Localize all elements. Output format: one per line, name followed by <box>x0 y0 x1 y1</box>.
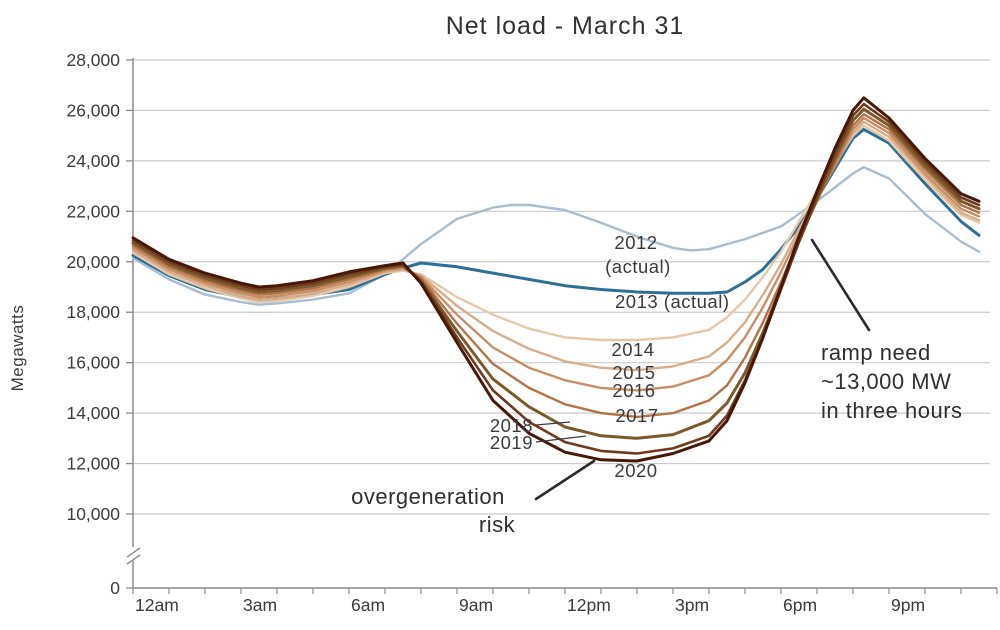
annotation-leader-lines <box>534 238 871 501</box>
x-axis: 12am 3am 6am 9am 12pm 3pm 6pm 9pm <box>132 587 998 615</box>
y-tick-label: 16,000 <box>66 353 120 373</box>
x-tick-label: 3am <box>243 595 277 615</box>
y-tick-label: 26,000 <box>66 100 120 120</box>
x-tick-label: 9pm <box>891 595 925 615</box>
chart-title: Net load - March 31 <box>445 12 685 40</box>
series-label-2016: 2016 <box>612 380 655 401</box>
y-tick-label: 0 <box>110 578 120 598</box>
y-axis: 28,000 26,000 24,000 22,000 20,000 18,000 16,0… <box>66 50 141 598</box>
overgeneration-annotation-line2: risk <box>478 512 516 537</box>
y-tick-label: 24,000 <box>66 151 120 171</box>
axis-break-mark <box>126 554 141 565</box>
gridlines <box>133 59 990 515</box>
series-label-2019: 2019 <box>490 432 533 453</box>
x-tick-label: 3pm <box>675 595 709 615</box>
overgeneration-pointer-line <box>534 459 596 501</box>
y-tick-label: 18,000 <box>66 302 120 322</box>
y-tick-label: 10,000 <box>66 504 120 524</box>
series-line-2015 <box>131 120 981 372</box>
y-tick-label: 14,000 <box>66 403 120 423</box>
series-sublabel-2012: (actual) <box>605 256 671 277</box>
x-tick-label: 6pm <box>783 595 817 615</box>
series-label-2013: 2013 (actual) <box>615 291 729 312</box>
y-tick-label: 28,000 <box>66 50 120 70</box>
series-line-2014 <box>131 124 981 342</box>
axis-break-mark <box>126 547 141 558</box>
ramp-need-annotation-line3: in three hours <box>821 398 963 423</box>
series-line-2018 <box>131 107 981 440</box>
y-axis-title: Megawatts <box>8 304 27 392</box>
series-line-2019 <box>131 102 981 455</box>
x-tick-label: 6am <box>351 595 385 615</box>
series-label-2018: 2018 <box>490 415 533 436</box>
series-label-2014: 2014 <box>611 339 654 360</box>
overgeneration-annotation-line1: overgeneration <box>351 484 505 509</box>
series-label-2015: 2015 <box>612 362 655 383</box>
series-label-2020: 2020 <box>614 460 657 481</box>
y-tick-label: 22,000 <box>66 201 120 221</box>
series-label-2012: 2012 <box>614 232 657 253</box>
x-tick-label: 9am <box>459 595 493 615</box>
ramp-need-annotation: ramp need ~13,000 MW in three hours <box>821 338 963 425</box>
series-line-2016 <box>131 116 981 392</box>
y-tick-label: 12,000 <box>66 454 120 474</box>
label-leader-lines <box>535 421 587 443</box>
ramp-pointer-line <box>810 238 871 332</box>
series-line-2012 <box>131 165 981 306</box>
series-line-2020 <box>131 96 981 463</box>
series-line-2017 <box>131 112 981 419</box>
x-tick-label: 12am <box>135 595 179 615</box>
ramp-need-annotation-line2: ~13,000 MW <box>821 369 952 394</box>
series-label-2017: 2017 <box>615 405 658 426</box>
series-line-2013 <box>131 127 981 302</box>
ramp-need-annotation-line1: ramp need <box>821 340 931 365</box>
x-tick-label: 12pm <box>567 595 611 615</box>
series-lines <box>131 96 981 463</box>
y-tick-label: 20,000 <box>66 252 120 272</box>
